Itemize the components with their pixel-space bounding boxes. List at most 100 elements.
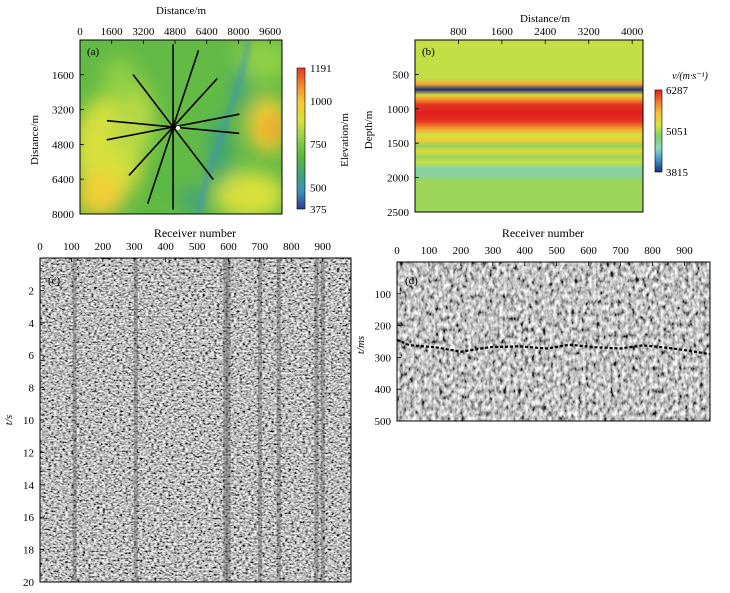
- y-a-tick-label: 3200: [52, 105, 75, 117]
- y-b-tick-label: 1000: [387, 104, 410, 116]
- x-a-tick-label: 8000: [227, 26, 250, 38]
- x-c-tick-label: 400: [157, 241, 174, 253]
- colorbar-a-tick-label: 375: [310, 204, 327, 216]
- y-b-tick-label: 1500: [387, 138, 410, 150]
- y-c-tick-label: 10: [23, 415, 35, 427]
- x-d-tick-label: 700: [612, 245, 629, 257]
- y-ticks-c: 2 4 6 8 10 12 14 16 18 20: [23, 285, 44, 589]
- panel-d: (d) 0 100 200 300 400 500 600 700 800 900 100 200 3…: [355, 226, 711, 428]
- y-axis-label-c: t/s: [3, 415, 15, 425]
- colorbar-ticks-a: 1191 1000 750 500 375: [310, 63, 333, 216]
- y-d-tick-label: 500: [375, 416, 392, 428]
- y-b-tick-label: 2500: [387, 207, 410, 219]
- y-c-tick-label: 2: [29, 285, 35, 297]
- y-c-tick-label: 6: [29, 350, 35, 362]
- panel-b: (b) 800 1600 2400 3200 4000 500 1000 1500 2000 2…: [363, 13, 709, 219]
- elevation-map: [80, 40, 282, 214]
- x-axis-label-b: Distance/m: [520, 13, 571, 25]
- y-d-tick-label: 400: [375, 384, 392, 396]
- y-c-tick-label: 16: [23, 512, 35, 524]
- y-d-tick-label: 100: [375, 289, 392, 301]
- y-axis-label-d: t/ms: [355, 336, 367, 354]
- x-d-tick-label: 0: [394, 245, 400, 257]
- colorbar-label-a: Elevation/m: [339, 113, 351, 167]
- panel-c: (c) 0 100 200 300 400 500 600 700 800 900 2 4 6 8 10 1…: [3, 226, 352, 589]
- x-a-tick-label: 0: [77, 26, 83, 38]
- x-c-tick-label: 300: [126, 241, 143, 253]
- x-a-tick-label: 6400: [196, 26, 219, 38]
- y-c-tick-label: 12: [23, 447, 34, 459]
- y-ticks-b: 500 1000 1500 2000 2500: [387, 69, 419, 219]
- x-d-tick-label: 400: [517, 245, 534, 257]
- panel-label-c: (c): [48, 275, 61, 287]
- x-axis-label-d: Receiver number: [502, 226, 584, 240]
- x-d-tick-label: 200: [453, 245, 470, 257]
- axes-frame-b: [414, 39, 644, 213]
- y-a-tick-label: 8000: [52, 209, 75, 221]
- y-d-tick-label: 300: [375, 352, 392, 364]
- x-b-tick-label: 800: [450, 26, 467, 38]
- first-arrival-event: [396, 338, 711, 356]
- y-b-tick-label: 2000: [387, 173, 410, 185]
- x-axis-label-a: Distance/m: [156, 5, 207, 17]
- y-c-tick-label: 14: [23, 480, 35, 492]
- x-d-tick-label: 900: [676, 245, 693, 257]
- x-b-tick-label: 2400: [534, 26, 557, 38]
- y-c-tick-label: 4: [29, 318, 35, 330]
- x-c-tick-label: 900: [314, 241, 331, 253]
- noisy-trace: [133, 258, 138, 582]
- panel-a: (a) 0 1600 3200 4800 6400 8000 9600 1600 3200 48…: [29, 5, 351, 221]
- noisy-trace: [314, 258, 319, 582]
- noisy-trace: [257, 258, 262, 582]
- noisy-trace: [223, 258, 228, 582]
- y-c-tick-label: 18: [23, 545, 35, 557]
- y-b-tick-label: 500: [393, 69, 410, 81]
- x-b-tick-label: 4000: [621, 26, 644, 38]
- noisy-traces: [72, 258, 325, 582]
- x-a-tick-label: 9600: [259, 26, 282, 38]
- x-ticks-c: 0 100 200 300 400 500 600 700 800 900: [37, 241, 331, 262]
- y-ticks-a: 1600 3200 4800 6400 8000: [52, 70, 84, 221]
- x-d-tick-label: 500: [548, 245, 565, 257]
- colorbar-b-tick-label: 3815: [666, 167, 689, 179]
- panel-label-d: (d): [405, 275, 418, 287]
- y-c-tick-label: 20: [23, 577, 35, 589]
- seismic-record-c: [40, 258, 351, 582]
- colorbar-label-b: v/(m·s⁻¹): [672, 71, 708, 82]
- x-ticks-b: 800 1600 2400 3200 4000: [450, 26, 644, 44]
- x-axis-label-c: Receiver number: [154, 226, 236, 240]
- axes-frame-a: [79, 39, 283, 215]
- x-a-tick-label: 4800: [164, 26, 187, 38]
- x-c-tick-label: 800: [283, 241, 300, 253]
- y-axis-label-b: Depth/m: [363, 110, 375, 149]
- x-d-tick-label: 800: [644, 245, 661, 257]
- colorbar-b-tick-label: 5051: [666, 126, 688, 138]
- x-b-tick-label: 1600: [491, 26, 514, 38]
- x-a-tick-label: 1600: [101, 26, 124, 38]
- y-ticks-d: 100 200 300 400 500: [375, 289, 401, 428]
- seismic-record-d: [397, 262, 710, 421]
- x-c-tick-label: 700: [252, 241, 269, 253]
- colorbar-a-tick-label: 1191: [310, 63, 332, 75]
- x-c-tick-label: 200: [95, 241, 112, 253]
- x-ticks-a: 0 1600 3200 4800 6400 8000 9600: [77, 26, 282, 44]
- noisy-trace: [226, 258, 231, 582]
- x-c-tick-label: 100: [63, 241, 80, 253]
- velocity-model: [415, 40, 643, 212]
- x-d-tick-label: 600: [580, 245, 597, 257]
- x-c-tick-label: 600: [220, 241, 237, 253]
- x-d-tick-label: 300: [485, 245, 502, 257]
- y-a-tick-label: 4800: [52, 139, 75, 151]
- survey-lines: [106, 44, 240, 210]
- y-c-tick-label: 8: [29, 383, 35, 395]
- colorbar-a-tick-label: 500: [310, 182, 327, 194]
- y-d-tick-label: 200: [375, 321, 392, 333]
- y-axis-label-a: Distance/m: [29, 115, 41, 166]
- y-a-tick-label: 6400: [52, 174, 75, 186]
- x-c-tick-label: 0: [37, 241, 43, 253]
- noisy-trace: [72, 258, 77, 582]
- panel-label-a: (a): [87, 46, 100, 58]
- colorbar-b-tick-label: 6287: [666, 85, 689, 97]
- x-d-tick-label: 100: [421, 245, 438, 257]
